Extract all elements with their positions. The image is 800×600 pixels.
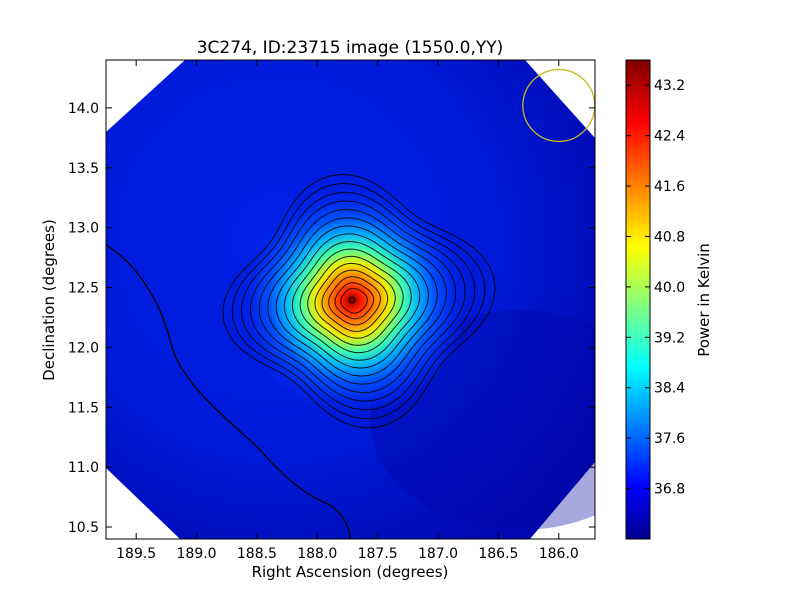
chart-title: 3C274, ID:23715 image (1550.0,YY) xyxy=(197,38,504,58)
contour-line xyxy=(321,269,389,332)
source-marker xyxy=(348,296,356,304)
colorbar-tick-label: 39.2 xyxy=(654,330,685,346)
colorbar-tick-label: 40.0 xyxy=(654,280,685,296)
y-tick-label: 13.0 xyxy=(68,221,99,237)
y-tick-label: 11.5 xyxy=(68,400,99,416)
colorbar-tick-label: 41.6 xyxy=(654,179,685,195)
y-tick-label: 12.0 xyxy=(68,340,99,356)
colorbar-tick-label: 43.2 xyxy=(654,78,685,94)
contour-line xyxy=(307,255,404,346)
colorbar-tick-label: 37.6 xyxy=(654,431,685,447)
contour-line xyxy=(258,208,457,394)
contour-line xyxy=(267,217,448,385)
colorbar-gradient xyxy=(625,59,651,540)
contour-line xyxy=(291,240,421,361)
x-tick-label: 187.0 xyxy=(418,546,458,562)
y-tick-label: 14.0 xyxy=(68,101,99,117)
contour-line xyxy=(231,182,486,420)
x-tick-label: 189.5 xyxy=(116,546,156,562)
x-axis-label: Right Ascension (degrees) xyxy=(252,563,449,581)
contour-line xyxy=(328,276,381,326)
colorbar-tick-label: 42.4 xyxy=(654,129,685,145)
colorbar-label: Power in Kelvin xyxy=(695,243,713,357)
colorbar-tick-label: 38.4 xyxy=(654,381,685,397)
x-tick-label: 187.5 xyxy=(358,546,398,562)
plot-frame xyxy=(105,59,596,540)
colorbar-tick-label: 40.8 xyxy=(654,229,685,245)
contour-line xyxy=(299,248,412,354)
y-axis-label: Declination (degrees) xyxy=(40,219,58,381)
plot-area xyxy=(106,60,595,539)
contour-line xyxy=(314,262,396,339)
contour-line xyxy=(249,200,466,402)
contour-line xyxy=(275,225,438,377)
contour-line xyxy=(334,282,375,320)
x-tick-label: 186.0 xyxy=(539,546,579,562)
contour-line xyxy=(340,287,368,314)
x-tick-label: 186.5 xyxy=(478,546,518,562)
y-axis: 10.5 11.0 11.5 12.0 12.5 13.0 13.5 14.0 xyxy=(68,101,595,536)
contour-line xyxy=(222,173,496,429)
x-tick-label: 189.0 xyxy=(177,546,217,562)
y-tick-label: 10.5 xyxy=(68,520,99,536)
x-tick-label: 188.0 xyxy=(297,546,337,562)
x-tick-label: 188.5 xyxy=(237,546,277,562)
colorbar-ticks: 36.8 37.6 38.4 39.2 40.0 40.8 41.6 42.4 43.2 xyxy=(626,78,685,498)
y-tick-label: 13.5 xyxy=(68,161,99,177)
outer-contour-line xyxy=(106,244,351,539)
y-tick-label: 11.0 xyxy=(68,460,99,476)
contour-line xyxy=(283,233,430,369)
y-tick-label: 12.5 xyxy=(68,281,99,297)
contour-line xyxy=(240,191,476,411)
x-axis: 189.5 189.0 188.5 188.0 187.5 187.0 186.5 186.0 xyxy=(116,60,579,562)
source-emission xyxy=(230,188,474,412)
colorbar-tick-label: 36.8 xyxy=(654,482,685,498)
contour-lines xyxy=(222,173,496,429)
colorbar: 36.8 37.6 38.4 39.2 40.0 40.8 41.6 42.4 43.2 Pow… xyxy=(625,59,713,540)
